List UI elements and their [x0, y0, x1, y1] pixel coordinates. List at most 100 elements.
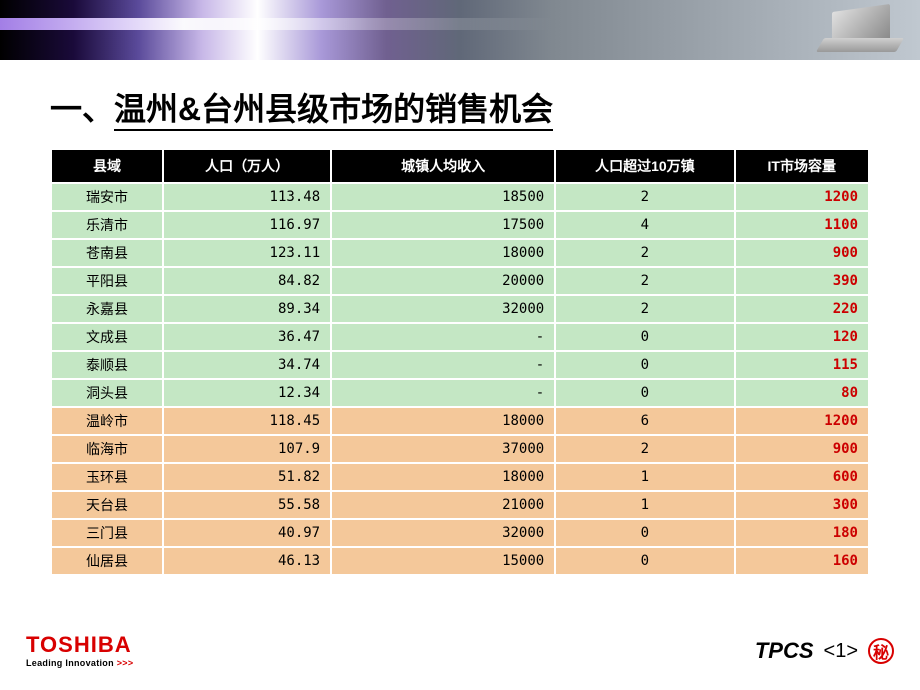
cell-towns: 1: [555, 491, 734, 519]
table-row: 乐清市116.971750041100: [51, 211, 869, 239]
cell-population: 12.34: [163, 379, 331, 407]
cell-capacity: 300: [735, 491, 869, 519]
cell-county: 临海市: [51, 435, 163, 463]
cell-capacity: 115: [735, 351, 869, 379]
table-header-row: 县域 人口（万人） 城镇人均收入 人口超过10万镇 IT市场容量: [51, 149, 869, 183]
cell-income: -: [331, 379, 555, 407]
cell-county: 天台县: [51, 491, 163, 519]
cell-income: 18500: [331, 183, 555, 211]
cell-income: 21000: [331, 491, 555, 519]
data-table-wrap: 县域 人口（万人） 城镇人均收入 人口超过10万镇 IT市场容量 瑞安市113.…: [50, 148, 870, 576]
cell-income: 32000: [331, 295, 555, 323]
cell-income: 18000: [331, 463, 555, 491]
cell-county: 玉环县: [51, 463, 163, 491]
cell-county: 乐清市: [51, 211, 163, 239]
cell-income: -: [331, 323, 555, 351]
cell-capacity: 1200: [735, 407, 869, 435]
cell-population: 123.11: [163, 239, 331, 267]
cell-population: 51.82: [163, 463, 331, 491]
table-row: 瑞安市113.481850021200: [51, 183, 869, 211]
footer-right: TPCS <1> 秘: [755, 638, 894, 664]
table-row: 临海市107.9370002900: [51, 435, 869, 463]
cell-income: 18000: [331, 407, 555, 435]
cell-income: 20000: [331, 267, 555, 295]
cell-county: 仙居县: [51, 547, 163, 575]
secret-stamp: 秘: [868, 638, 894, 664]
col-header-income: 城镇人均收入: [331, 149, 555, 183]
cell-county: 平阳县: [51, 267, 163, 295]
table-row: 三门县40.97320000180: [51, 519, 869, 547]
top-banner: [0, 0, 920, 60]
cell-towns: 2: [555, 295, 734, 323]
cell-capacity: 160: [735, 547, 869, 575]
cell-income: 18000: [331, 239, 555, 267]
cell-county: 文成县: [51, 323, 163, 351]
slide-title: 一、温州&台州县级市场的销售机会: [50, 84, 920, 130]
cell-income: -: [331, 351, 555, 379]
table-row: 玉环县51.82180001600: [51, 463, 869, 491]
cell-population: 84.82: [163, 267, 331, 295]
cell-capacity: 900: [735, 435, 869, 463]
brand-logo: TOSHIBA Leading Innovation >>>: [26, 632, 133, 668]
slide-footer: TOSHIBA Leading Innovation >>> TPCS <1> …: [0, 638, 920, 678]
cell-population: 118.45: [163, 407, 331, 435]
cell-towns: 0: [555, 379, 734, 407]
cell-population: 46.13: [163, 547, 331, 575]
cell-county: 永嘉县: [51, 295, 163, 323]
table-row: 永嘉县89.34320002220: [51, 295, 869, 323]
cell-population: 40.97: [163, 519, 331, 547]
cell-capacity: 80: [735, 379, 869, 407]
cell-capacity: 220: [735, 295, 869, 323]
cell-county: 温岭市: [51, 407, 163, 435]
cell-towns: 1: [555, 463, 734, 491]
cell-towns: 4: [555, 211, 734, 239]
cell-towns: 0: [555, 323, 734, 351]
table-row: 平阳县84.82200002390: [51, 267, 869, 295]
cell-capacity: 180: [735, 519, 869, 547]
table-row: 洞头县12.34-080: [51, 379, 869, 407]
table-row: 温岭市118.451800061200: [51, 407, 869, 435]
brand-tagline: Leading Innovation >>>: [26, 658, 133, 668]
col-header-capacity: IT市场容量: [735, 149, 869, 183]
title-prefix: 一、: [50, 91, 114, 127]
col-header-population: 人口（万人）: [163, 149, 331, 183]
cell-capacity: 390: [735, 267, 869, 295]
table-row: 文成县36.47-0120: [51, 323, 869, 351]
brand-name: TOSHIBA: [26, 632, 133, 658]
cell-capacity: 1100: [735, 211, 869, 239]
table-row: 天台县55.58210001300: [51, 491, 869, 519]
cell-county: 瑞安市: [51, 183, 163, 211]
cell-income: 37000: [331, 435, 555, 463]
cell-capacity: 1200: [735, 183, 869, 211]
cell-capacity: 600: [735, 463, 869, 491]
table-row: 苍南县123.11180002900: [51, 239, 869, 267]
cell-towns: 2: [555, 183, 734, 211]
cell-towns: 2: [555, 435, 734, 463]
table-row: 仙居县46.13150000160: [51, 547, 869, 575]
cell-population: 55.58: [163, 491, 331, 519]
title-text: 温州&台州县级市场的销售机会: [114, 91, 553, 131]
cell-population: 34.74: [163, 351, 331, 379]
cell-towns: 2: [555, 239, 734, 267]
cell-population: 116.97: [163, 211, 331, 239]
col-header-county: 县域: [51, 149, 163, 183]
cell-capacity: 900: [735, 239, 869, 267]
cell-county: 苍南县: [51, 239, 163, 267]
cell-towns: 0: [555, 519, 734, 547]
cell-population: 113.48: [163, 183, 331, 211]
cell-county: 三门县: [51, 519, 163, 547]
cell-capacity: 120: [735, 323, 869, 351]
cell-county: 泰顺县: [51, 351, 163, 379]
cell-towns: 2: [555, 267, 734, 295]
county-table: 县域 人口（万人） 城镇人均收入 人口超过10万镇 IT市场容量 瑞安市113.…: [50, 148, 870, 576]
cell-towns: 6: [555, 407, 734, 435]
laptop-graphic: [810, 8, 900, 56]
cell-income: 17500: [331, 211, 555, 239]
cell-income: 15000: [331, 547, 555, 575]
col-header-towns: 人口超过10万镇: [555, 149, 734, 183]
cell-towns: 0: [555, 547, 734, 575]
table-row: 泰顺县34.74-0115: [51, 351, 869, 379]
cell-county: 洞头县: [51, 379, 163, 407]
cell-population: 107.9: [163, 435, 331, 463]
cell-population: 89.34: [163, 295, 331, 323]
